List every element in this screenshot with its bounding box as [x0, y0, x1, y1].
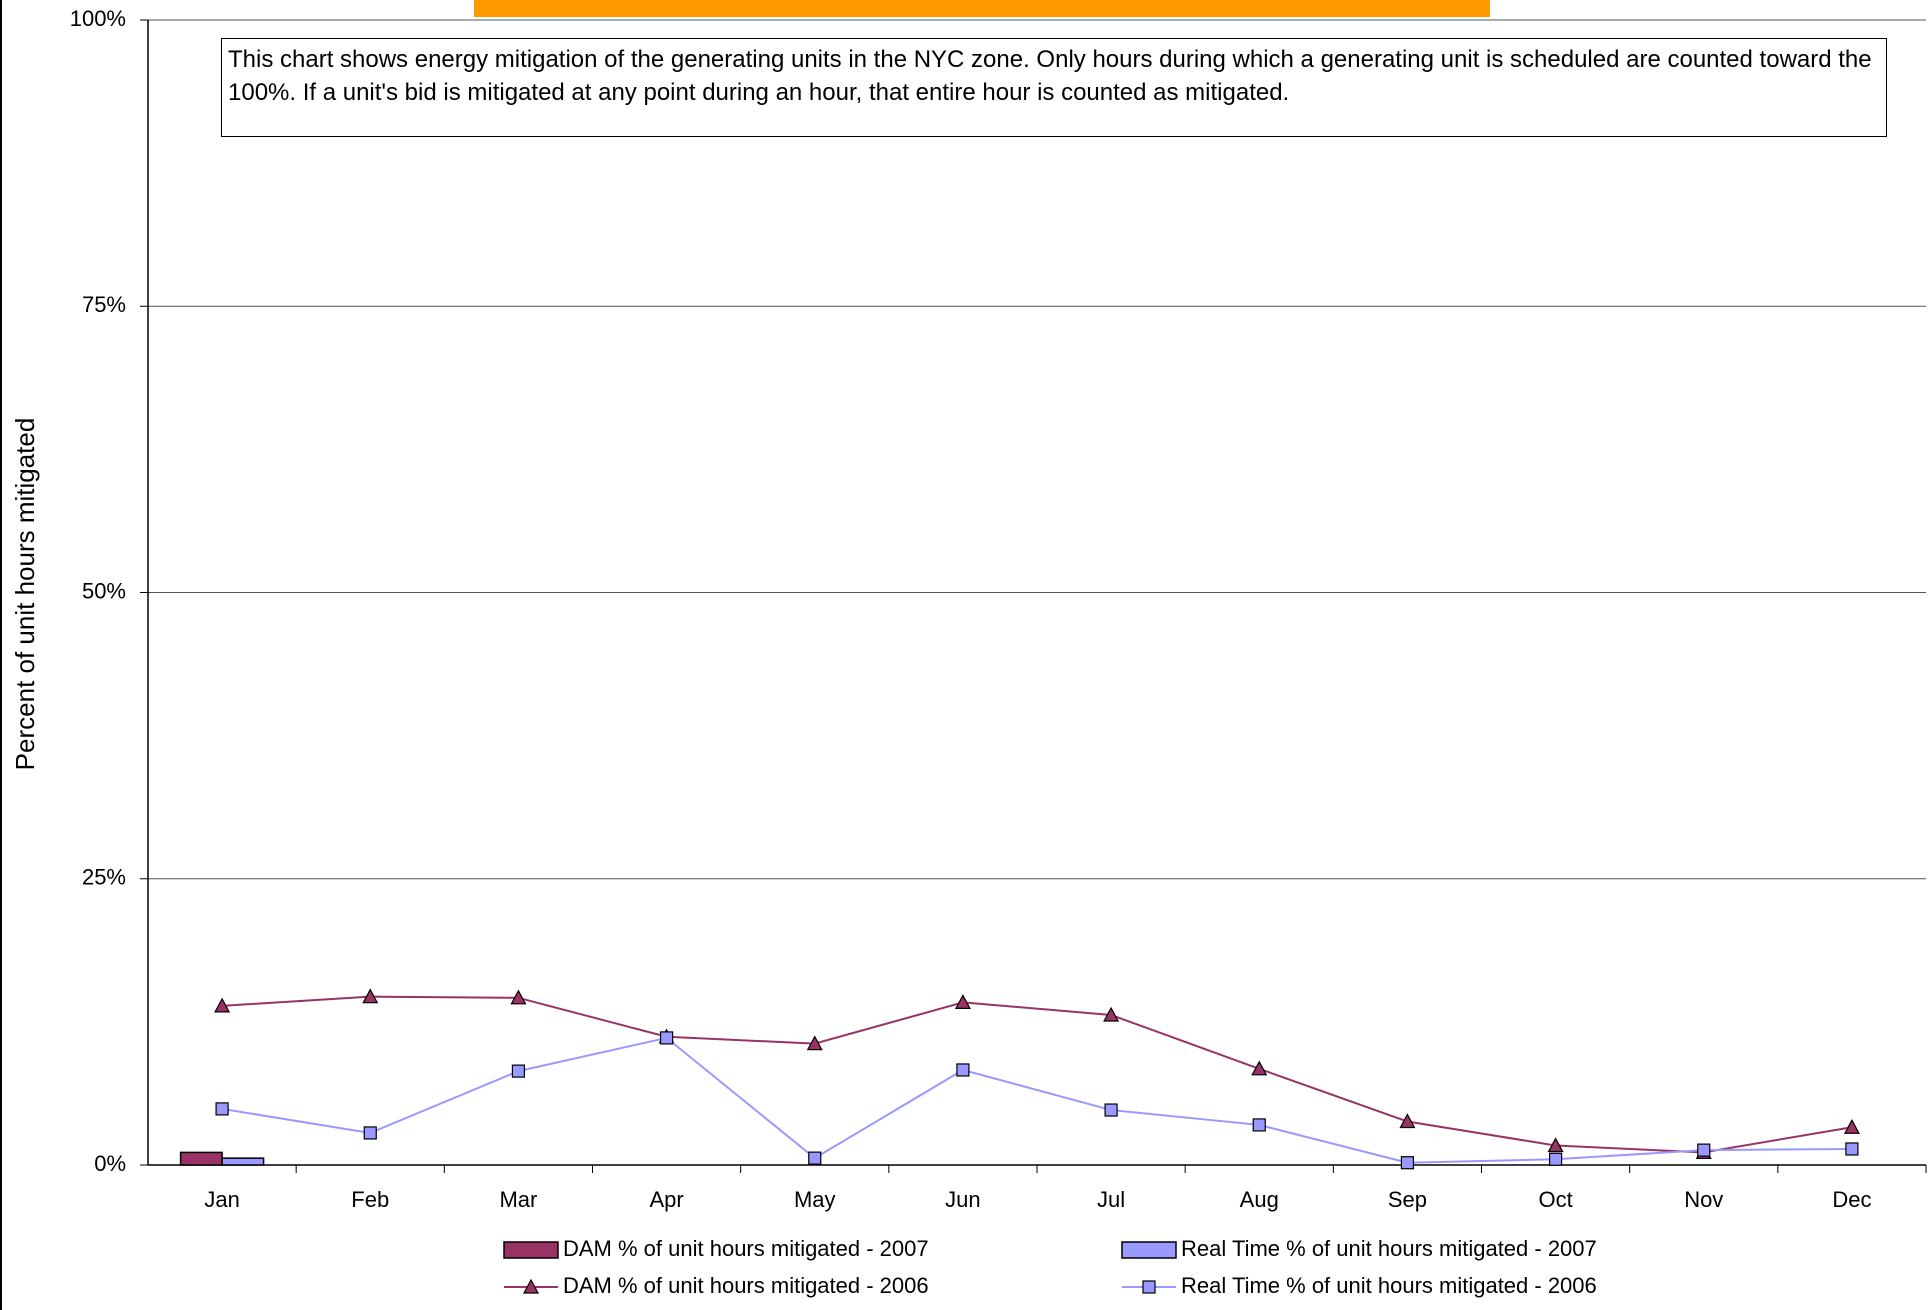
x-tick-label: Apr [649, 1187, 683, 1212]
marker [1399, 1113, 1416, 1129]
marker [806, 1035, 823, 1051]
y-tick-label: 0% [94, 1151, 126, 1176]
y-tick-label: 25% [82, 865, 126, 890]
marker [1845, 1142, 1859, 1156]
marker [363, 1126, 377, 1140]
marker [1400, 1156, 1415, 1170]
x-tick-label: Jan [204, 1187, 239, 1212]
bar [179, 1151, 223, 1166]
x-tick-label: Aug [1240, 1187, 1279, 1212]
legend-label: Real Time % of unit hours mitigated - 20… [1181, 1273, 1597, 1298]
bar [221, 1157, 265, 1166]
marker [956, 1063, 970, 1077]
marker [954, 994, 971, 1010]
x-tick-label: Oct [1538, 1187, 1572, 1212]
x-tick-label: May [794, 1187, 836, 1212]
legend-label: Real Time % of unit hours mitigated - 20… [1181, 1236, 1597, 1261]
marker [215, 1102, 229, 1116]
title-banner [474, 0, 1490, 17]
legend-swatch [1121, 1241, 1177, 1259]
legend-swatch [503, 1241, 559, 1259]
x-tick-label: Nov [1684, 1187, 1723, 1212]
marker [1252, 1118, 1266, 1132]
x-tick-label: Jun [945, 1187, 980, 1212]
x-tick-label: Sep [1388, 1187, 1427, 1212]
marker [1104, 1103, 1118, 1117]
x-tick-label: Dec [1832, 1187, 1871, 1212]
marker [1103, 1006, 1120, 1022]
x-tick-label: Feb [351, 1187, 389, 1212]
marker [1843, 1118, 1860, 1134]
marker [522, 1278, 540, 1294]
marker [659, 1031, 674, 1045]
x-tick-label: Mar [499, 1187, 537, 1212]
marker [1548, 1152, 1563, 1166]
marker [510, 989, 527, 1005]
y-tick-label: 75% [82, 292, 126, 317]
marker [511, 1064, 526, 1078]
annotation: This chart shows energy mitigation of th… [221, 38, 1887, 137]
y-tick-label: 100% [70, 6, 126, 31]
y-tick-label: 50% [82, 578, 126, 603]
marker [362, 988, 379, 1004]
legend-label: DAM % of unit hours mitigated - 2007 [563, 1236, 929, 1261]
x-tick-label: Jul [1097, 1187, 1125, 1212]
marker [214, 997, 231, 1013]
marker [1142, 1280, 1156, 1294]
annotation-box: This chart shows energy mitigation of th… [221, 38, 1887, 137]
marker [1547, 1137, 1564, 1153]
legend-label: DAM % of unit hours mitigated - 2006 [563, 1273, 929, 1298]
line [222, 995, 1853, 1154]
y-axis-label: Percent of unit hours mitigated [10, 418, 40, 771]
line [221, 1036, 1852, 1164]
marker [808, 1151, 822, 1165]
marker [1697, 1143, 1711, 1157]
marker [1251, 1060, 1268, 1076]
